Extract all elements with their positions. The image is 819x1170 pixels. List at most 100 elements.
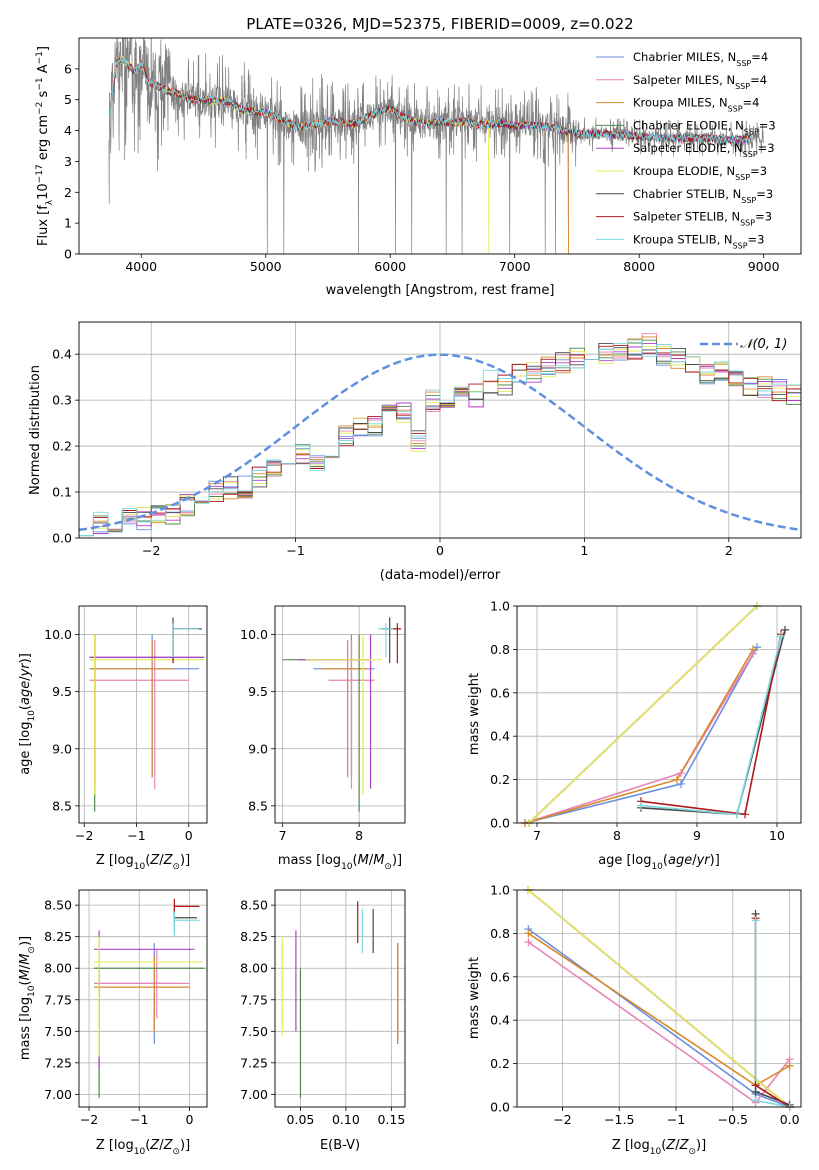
x-axis-label: mass [log10(M/M⊙)] [278, 853, 402, 872]
plot-area [79, 322, 801, 538]
y-tick-label: 0.1 [52, 485, 72, 500]
y-tick-label: 0.2 [52, 439, 72, 454]
plot-area [79, 890, 207, 1107]
weight-marker [753, 643, 761, 652]
histogram-8 [79, 339, 801, 536]
histogram-4 [79, 342, 801, 537]
x-axis-label: Z [log10(Z/Z⊙)] [96, 1138, 190, 1157]
x-tick-label: 9000 [748, 259, 780, 274]
x-tick-label: −2 [142, 543, 160, 558]
y-tick-label: 9.5 [52, 684, 72, 699]
x-tick-label: 5000 [250, 259, 282, 274]
model-spectrum-1 [109, 56, 569, 254]
y-tick-label: 0.0 [490, 1100, 510, 1115]
y-tick-label: 6 [64, 61, 72, 76]
axes-frame [78, 321, 802, 539]
x-tick-label: −2 [553, 1112, 571, 1127]
weight-marker [524, 929, 533, 938]
model-spectrum-0 [109, 57, 569, 254]
x-tick-label: 0 [185, 1112, 193, 1127]
weight-line-1 [527, 941, 791, 1104]
y-tick-label: 0.6 [490, 685, 510, 700]
histogram-3 [79, 339, 801, 537]
y-tick-label: 7.25 [240, 1055, 268, 1070]
panel-age-vs-Z: −1 0 −28.5 9.0 9.5 10.0 Z [log10(Z/Z⊙)] age [lo… [18, 605, 208, 872]
y-tick-label: 3 [64, 154, 72, 169]
legend-label: Salpeter ELODIE, NSSP=3 [633, 141, 775, 159]
y-tick-label: 0.6 [490, 969, 510, 984]
y-tick-label: 9.0 [52, 741, 72, 756]
x-tick-label: 4000 [125, 259, 157, 274]
axes-frame [78, 889, 208, 1108]
y-tick-label: 8.5 [248, 798, 268, 813]
y-tick-label: 0.0 [52, 531, 72, 546]
legend-label: 𝒩(0, 1) [740, 337, 787, 352]
x-tick-label: 8 [355, 828, 363, 843]
weight-marker [637, 801, 645, 810]
weight-line-7 [754, 918, 791, 1107]
panel-age-vs-mass: 7 8 8.5 9.0 9.5 10.0 mass [log10(M/M⊙)] [240, 605, 406, 872]
plot-area [275, 890, 405, 1107]
legend-label: Kroupa STELIB, NSSP=3 [633, 232, 764, 250]
y-tick-label: 1 [64, 216, 72, 231]
weight-marker [751, 1096, 760, 1105]
y-tick-label: 1.0 [490, 883, 510, 898]
y-tick-label: 8.00 [44, 961, 72, 976]
plot-area [275, 606, 405, 823]
x-tick-label: −0.5 [718, 1112, 748, 1127]
y-tick-label: 7.75 [44, 992, 72, 1007]
y-tick-label: 10.0 [44, 627, 72, 642]
legend-label: Kroupa ELODIE, NSSP=3 [633, 164, 767, 182]
x-axis-label: (data-model)/error [380, 568, 501, 583]
axes-frame [274, 889, 406, 1108]
panel-massweight-vs-Z: −2 −1.5 −1 −0.5 0.0 0.0 0.2 0.4 0.6 0.8 1.0 Z [log1… [467, 883, 802, 1157]
weight-line-8 [754, 920, 790, 1107]
y-axis-label: Flux [fλ10−17 erg cm−2 s−1 A−1] [35, 46, 55, 246]
model-spectrum-2 [109, 57, 569, 254]
x-tick-label: −1 [286, 543, 304, 558]
weight-marker [785, 1061, 794, 1070]
panel-mass-vs-Z: −2 −1 0 7.00 7.25 7.50 7.75 8.00 8.25 8.50 Z [log1… [18, 889, 208, 1157]
y-tick-label: 8.00 [240, 961, 268, 976]
x-axis-label: Z [log10(Z/Z⊙)] [96, 853, 190, 872]
x-tick-label: −2 [75, 828, 93, 843]
y-tick-label: 0.2 [490, 1056, 510, 1071]
weight-line-5 [528, 606, 758, 823]
y-tick-label: 7.25 [44, 1055, 72, 1070]
x-tick-label: −1 [130, 1112, 148, 1127]
y-tick-label: 0.8 [490, 926, 510, 941]
x-tick-label: −1.5 [604, 1112, 634, 1127]
y-tick-label: 0.4 [490, 729, 510, 744]
y-tick-label: 7.75 [240, 992, 268, 1007]
weight-line-0 [527, 928, 790, 1107]
x-tick-label: 0.15 [377, 1112, 405, 1127]
legend-label: Chabrier ELODIE, NSSP=3 [633, 118, 776, 136]
y-tick-label: 0.8 [490, 642, 510, 657]
weight-marker [751, 916, 760, 925]
y-tick-label: 7.50 [240, 1024, 268, 1039]
x-tick-label: 10 [769, 828, 785, 843]
weight-marker [749, 645, 757, 654]
gaussian-curve [79, 353, 801, 532]
weight-marker [733, 810, 741, 819]
y-tick-label: 8.25 [240, 929, 268, 944]
y-tick-label: 9.5 [248, 684, 268, 699]
y-tick-label: 0.4 [52, 347, 72, 362]
weight-marker [781, 625, 789, 634]
y-axis-label: mass weight [467, 957, 482, 1039]
x-tick-label: 6000 [374, 259, 406, 274]
x-tick-label: 9 [693, 828, 701, 843]
x-tick-label: 7000 [499, 259, 531, 274]
histogram-0 [79, 348, 801, 537]
x-tick-label: 0.0 [780, 1112, 800, 1127]
legend-label: Salpeter STELIB, NSSP=3 [633, 210, 772, 228]
y-axis-label: mass weight [467, 673, 482, 755]
histogram-6 [79, 342, 801, 536]
model-spectrum-8 [109, 57, 751, 146]
weight-marker [677, 779, 685, 788]
histogram-1 [79, 333, 801, 537]
legend-label: Chabrier STELIB, NSSP=3 [633, 187, 773, 205]
y-tick-label: 2 [64, 185, 72, 200]
x-tick-label: −1 [667, 1112, 685, 1127]
legend-label: Salpeter MILES, NSSP=4 [633, 73, 767, 91]
